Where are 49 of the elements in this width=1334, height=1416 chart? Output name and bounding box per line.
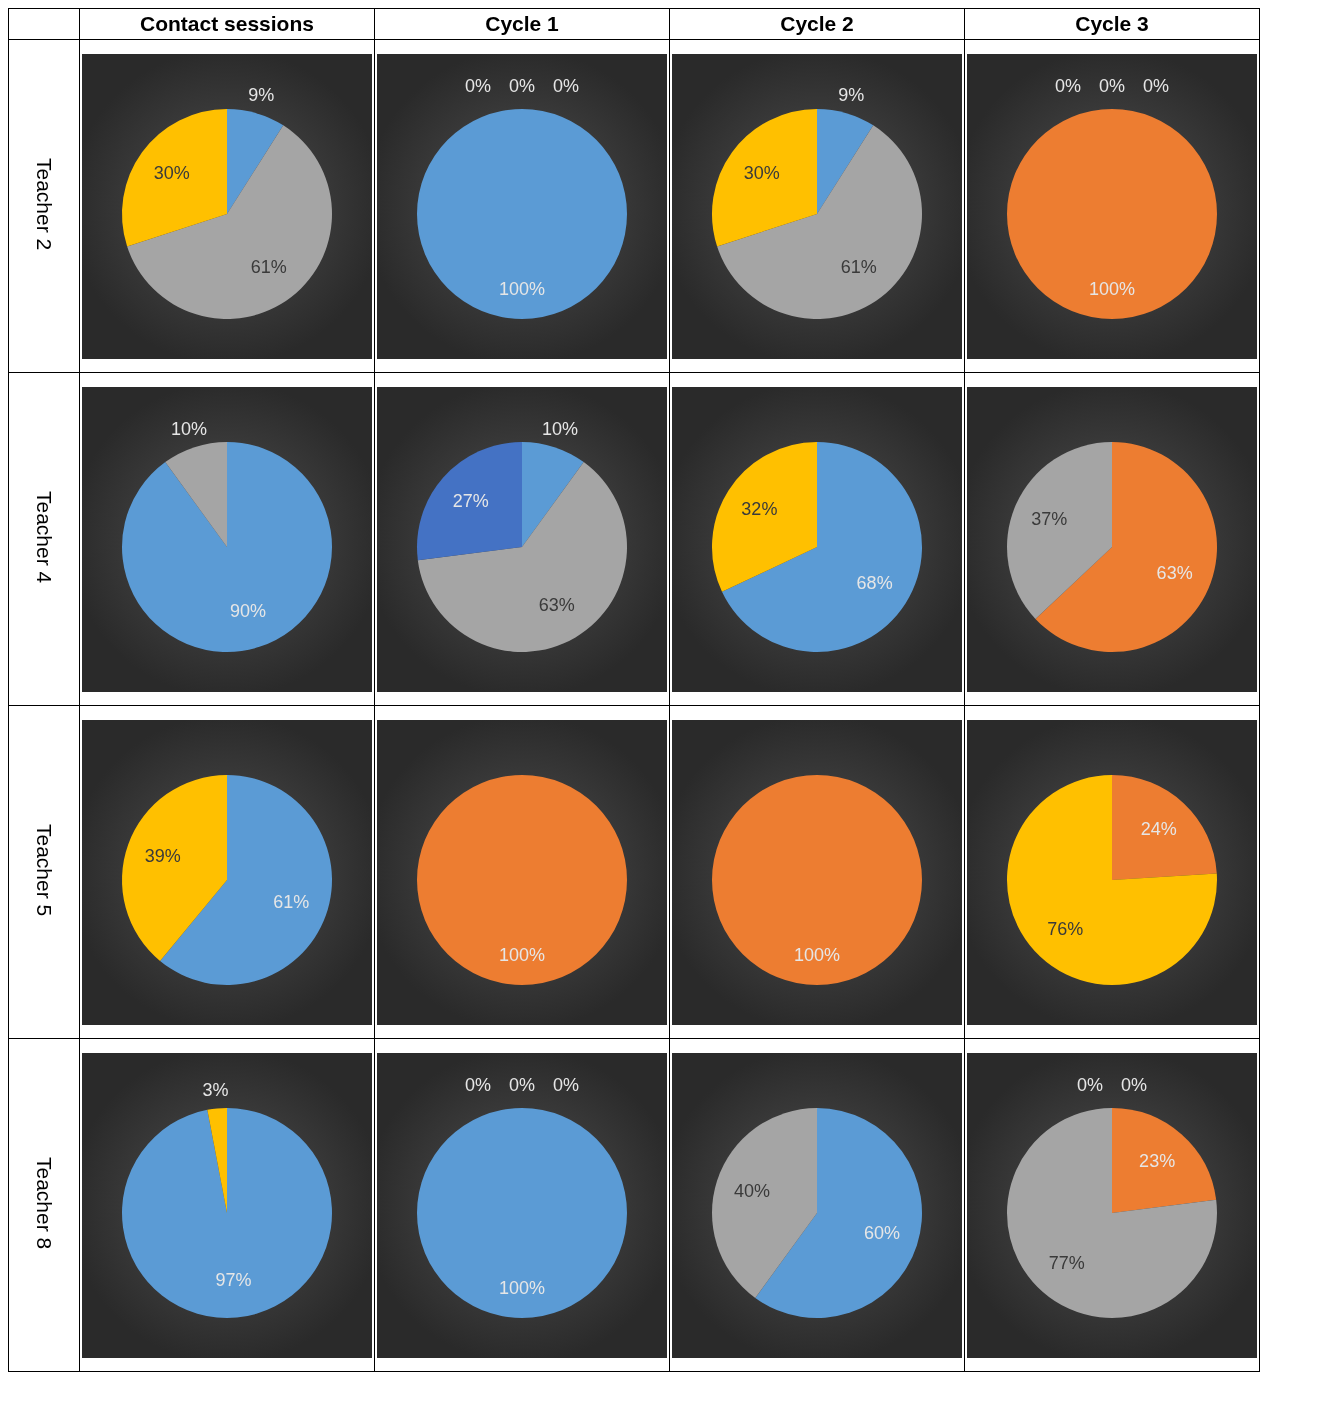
data-label: 97%	[215, 1269, 252, 1290]
data-label: 27%	[452, 490, 489, 511]
data-label: 30%	[743, 162, 780, 183]
data-label: 40%	[734, 1180, 771, 1201]
data-label: 63%	[1156, 562, 1193, 583]
text: 0%	[464, 1074, 492, 1095]
data-label: 77%	[1048, 1252, 1085, 1273]
data-label: 63%	[538, 594, 575, 615]
text: 0%	[1098, 75, 1126, 96]
text: 0%	[1076, 1074, 1104, 1095]
data-label: 3%	[202, 1079, 229, 1100]
chart-title: Contact sessions	[140, 12, 314, 35]
data-label: 23%	[1139, 1150, 1176, 1171]
data-label: 24%	[1140, 818, 1177, 839]
data-label: 30%	[153, 162, 190, 183]
data-label: 32%	[741, 498, 778, 519]
text: Teacher 2	[32, 157, 56, 251]
data-label: 68%	[856, 572, 893, 593]
text: 0%	[464, 75, 492, 96]
data-label: 60%	[863, 1222, 900, 1243]
chart-title: Cycle 2	[780, 12, 854, 35]
data-label: 100%	[793, 944, 841, 965]
text: 0%	[552, 1074, 580, 1095]
chart-title: Cycle 3	[1075, 12, 1149, 35]
text: 0%	[552, 75, 580, 96]
chart-title: Cycle 1	[485, 12, 559, 35]
data-label: 37%	[1031, 508, 1068, 529]
data-label: 90%	[230, 600, 267, 621]
text: 0%	[508, 75, 536, 96]
data-label: 10%	[541, 418, 579, 439]
data-label: 100%	[498, 278, 546, 299]
data-label: 100%	[498, 944, 546, 965]
data-label: 10%	[170, 418, 208, 439]
data-label: 61%	[250, 256, 287, 277]
data-label: 61%	[273, 891, 310, 912]
data-label: 39%	[144, 845, 181, 866]
data-label: 9%	[838, 84, 865, 105]
data-label: 76%	[1047, 918, 1084, 939]
text: Teacher 4	[32, 490, 56, 584]
data-label: 61%	[840, 256, 877, 277]
data-label: 100%	[1088, 278, 1136, 299]
text: Teacher 5	[32, 823, 56, 917]
data-label: 100%	[498, 1277, 546, 1298]
data-label: 9%	[248, 84, 275, 105]
text: Teacher 8	[32, 1156, 56, 1250]
text: 0%	[1054, 75, 1082, 96]
text: 0%	[1120, 1074, 1148, 1095]
text: 0%	[508, 1074, 536, 1095]
text: 0%	[1142, 75, 1170, 96]
